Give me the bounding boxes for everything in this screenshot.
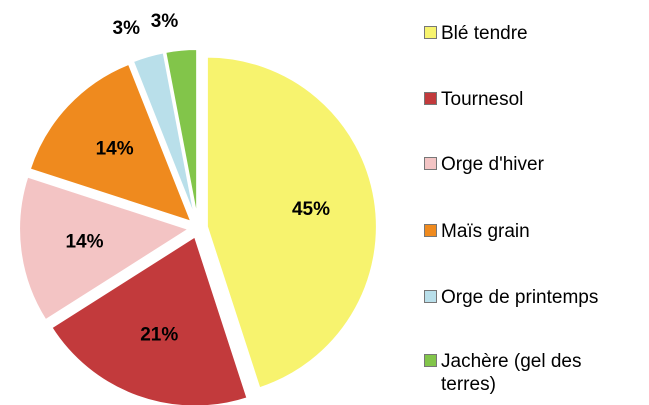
data-label: 21% (140, 325, 178, 346)
legend-entry: Tournesol (424, 88, 641, 111)
data-label: 45% (292, 199, 330, 220)
legend-swatch (424, 354, 437, 367)
legend-swatch (424, 224, 437, 237)
data-label: 3% (113, 18, 141, 39)
legend-label: Tournesol (441, 89, 524, 110)
legend-swatch (424, 290, 437, 303)
legend-label: Orge de printemps (441, 287, 599, 308)
legend-entry: Orge de printemps (424, 286, 641, 309)
legend-swatch (424, 157, 437, 170)
pie-slice (131, 51, 197, 220)
legend-entry: Blé tendre (424, 22, 641, 45)
data-label: 14% (65, 231, 103, 252)
pie-slice (50, 234, 249, 405)
data-label: 3% (151, 11, 179, 32)
legend-entry: Jachère (gel des terres) (424, 350, 641, 396)
pie-slice (205, 55, 378, 390)
legend-label: Jachère (gel des terres) (441, 351, 582, 395)
legend-label: Orge d'hiver (441, 154, 544, 175)
pie-slice (164, 48, 199, 220)
legend-entry: Orge d'hiver (424, 153, 641, 176)
data-label: 14% (96, 139, 134, 160)
legend-swatch (424, 92, 437, 105)
pie-slice (28, 62, 194, 224)
legend-label: Blé tendre (441, 23, 528, 44)
legend-entry: Maïs grain (424, 220, 641, 243)
pie-slice (18, 175, 192, 322)
legend-label: Maïs grain (441, 221, 530, 242)
legend-swatch (424, 26, 437, 39)
